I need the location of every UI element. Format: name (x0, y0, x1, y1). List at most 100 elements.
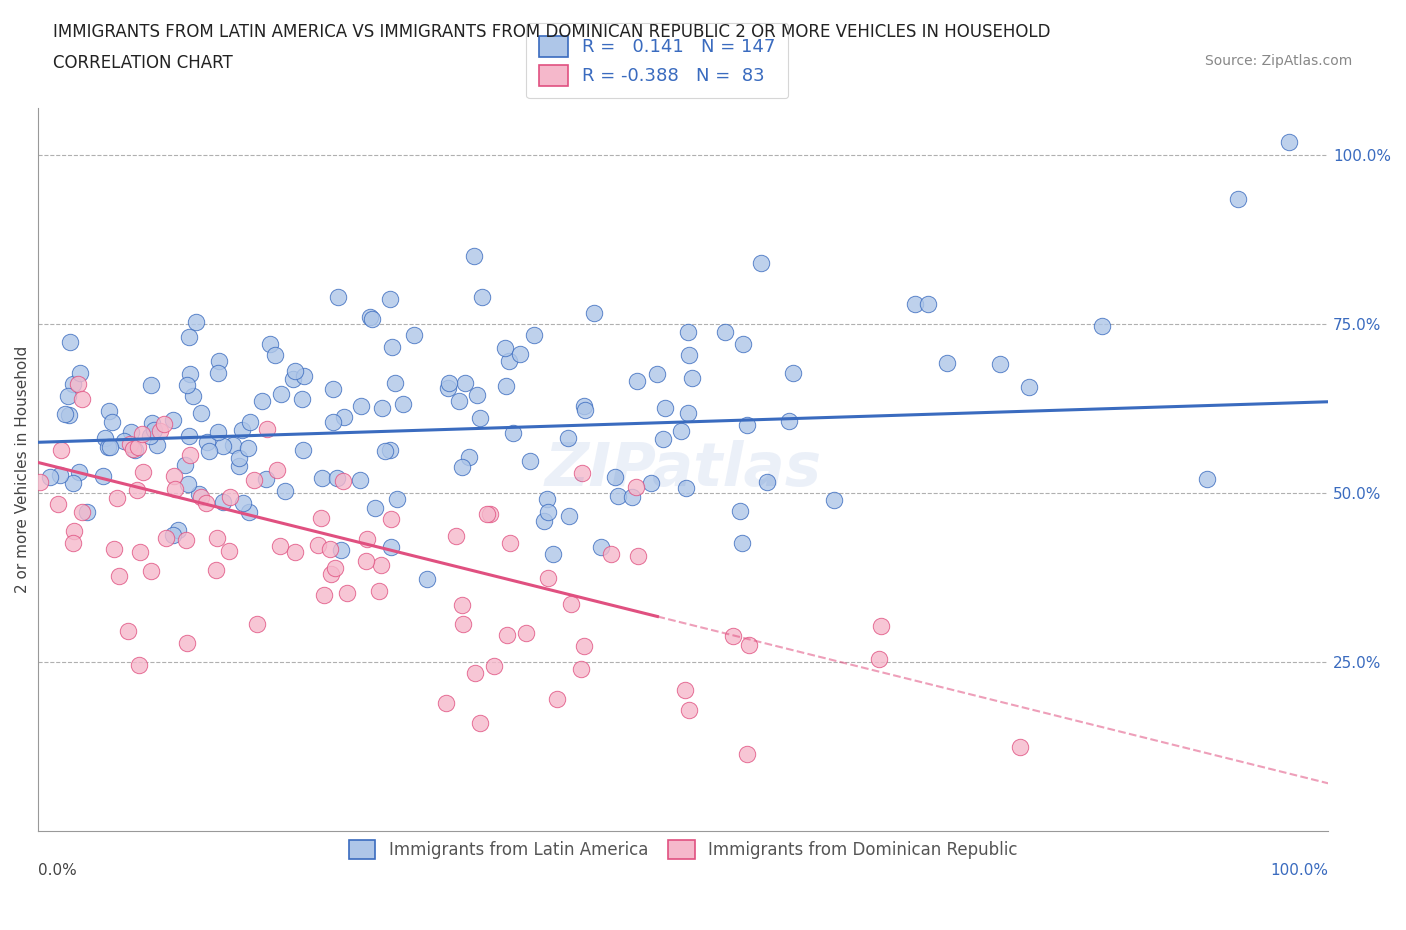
Point (533, 513, 555, 528)
Point (197, 444, 219, 458)
Point (1226, 192, 1249, 206)
Point (336, 585, 359, 600)
Point (97, 440, 120, 455)
Point (499, 535, 522, 550)
Text: Source: ZipAtlas.com: Source: ZipAtlas.com (1205, 54, 1353, 68)
Point (392, 396, 415, 411)
Point (457, 449, 479, 464)
Point (69, 365, 91, 380)
Point (546, 691, 568, 706)
Point (62, 377, 84, 392)
Point (284, 544, 307, 559)
Point (728, 503, 751, 518)
Point (735, 747, 758, 762)
Point (1008, 740, 1031, 755)
Point (583, 305, 606, 320)
Point (682, 370, 704, 385)
Point (367, 583, 389, 598)
Text: IMMIGRANTS FROM LATIN AMERICA VS IMMIGRANTS FROM DOMINICAN REPUBLIC 2 OR MORE VE: IMMIGRANTS FROM LATIN AMERICA VS IMMIGRA… (53, 23, 1050, 41)
Point (572, 399, 595, 414)
Point (167, 523, 190, 538)
Point (823, 493, 845, 508)
Y-axis label: 2 or more Vehicles in Household: 2 or more Vehicles in Household (15, 346, 30, 593)
Point (204, 563, 226, 578)
Point (231, 422, 253, 437)
Point (48, 497, 70, 512)
Point (139, 429, 162, 444)
Point (917, 297, 939, 312)
Point (281, 372, 304, 387)
Point (782, 365, 804, 380)
Point (454, 376, 477, 391)
Point (904, 297, 927, 312)
Point (333, 410, 356, 425)
Point (360, 312, 382, 326)
Legend: Immigrants from Latin America, Immigrants from Dominican Republic: Immigrants from Latin America, Immigrant… (342, 833, 1025, 866)
Point (557, 509, 579, 524)
Point (498, 353, 520, 368)
Point (495, 379, 517, 393)
Point (239, 415, 262, 430)
Point (252, 393, 274, 408)
Point (218, 544, 240, 559)
Point (127, 483, 149, 498)
Point (463, 248, 485, 263)
Point (451, 617, 474, 631)
Point (139, 564, 162, 578)
Point (207, 424, 229, 439)
Point (371, 401, 394, 416)
Point (733, 337, 755, 352)
Point (254, 472, 277, 486)
Point (626, 373, 648, 388)
Point (146, 437, 169, 452)
Point (676, 405, 699, 420)
Point (207, 531, 229, 546)
Point (176, 378, 198, 392)
Point (141, 378, 163, 392)
Point (256, 421, 278, 436)
Point (502, 425, 524, 440)
Point (322, 415, 344, 430)
Point (129, 545, 152, 560)
Point (323, 560, 346, 575)
Point (291, 442, 314, 457)
Point (673, 682, 696, 697)
Point (678, 347, 700, 362)
Point (259, 337, 281, 352)
Point (415, 571, 437, 586)
Point (165, 481, 187, 496)
Point (349, 472, 371, 487)
Point (589, 540, 612, 555)
Point (177, 329, 200, 344)
Point (640, 476, 662, 491)
Point (935, 355, 957, 370)
Text: 0.0%: 0.0% (38, 863, 77, 878)
Point (117, 623, 139, 638)
Point (381, 339, 404, 354)
Point (179, 428, 201, 443)
Point (141, 416, 163, 431)
Point (572, 639, 595, 654)
Point (128, 658, 150, 672)
Point (356, 531, 378, 546)
Point (515, 626, 537, 641)
Point (70, 505, 93, 520)
Point (1197, 472, 1219, 486)
Point (671, 423, 693, 438)
Point (207, 365, 229, 380)
Point (91, 469, 114, 484)
Point (94, 431, 117, 445)
Point (384, 376, 406, 391)
Point (53, 406, 76, 421)
Point (652, 432, 675, 446)
Point (468, 411, 491, 426)
Point (359, 310, 381, 325)
Point (218, 489, 240, 504)
Point (605, 470, 627, 485)
Point (325, 471, 347, 485)
Point (735, 418, 758, 432)
Point (536, 492, 558, 507)
Point (179, 447, 201, 462)
Point (188, 486, 211, 501)
Point (990, 356, 1012, 371)
